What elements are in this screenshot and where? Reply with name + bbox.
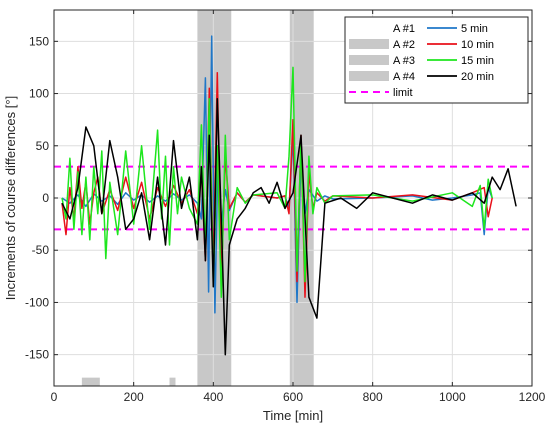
y-tick-label: 100 xyxy=(29,87,49,101)
legend-swatch-area xyxy=(349,55,389,65)
x-tick-label: 600 xyxy=(283,390,303,404)
legend: A #1 A #2 A #3 A #4 5 min 10 min 15 min 20 min l… xyxy=(344,16,529,104)
x-tick-label: 800 xyxy=(363,390,383,404)
y-tick-label: -150 xyxy=(25,348,49,362)
y-axis-label: Increments of course differences [°] xyxy=(3,96,18,300)
legend-swatch-area xyxy=(349,71,389,81)
legend-swatch-area xyxy=(349,39,389,49)
x-tick-label: 200 xyxy=(124,390,144,404)
y-tick-label: -100 xyxy=(25,295,49,309)
y-tick-label: -50 xyxy=(32,243,50,257)
legend-label: A #3 xyxy=(393,55,415,67)
legend-label: 10 min xyxy=(461,39,494,51)
legend-label: 15 min xyxy=(461,55,494,67)
legend-label: limit xyxy=(393,87,413,99)
legend-label: A #4 xyxy=(393,71,415,83)
shaded-region-3 xyxy=(81,377,100,386)
legend-label: A #1 xyxy=(393,23,415,35)
x-axis-label: Time [min] xyxy=(263,408,323,423)
legend-label: A #2 xyxy=(393,39,415,51)
x-tick-label: 400 xyxy=(203,390,223,404)
series-line-4 xyxy=(61,98,517,356)
x-tick-label: 1200 xyxy=(519,390,546,404)
y-tick-label: 0 xyxy=(42,191,49,205)
x-tick-label: 1000 xyxy=(439,390,466,404)
shaded-region-4 xyxy=(169,377,176,386)
y-tick-label: 50 xyxy=(36,139,50,153)
legend-label: 20 min xyxy=(461,71,494,83)
legend-label: 5 min xyxy=(461,23,488,35)
y-tick-label: 150 xyxy=(29,34,49,48)
x-tick-label: 0 xyxy=(51,390,58,404)
